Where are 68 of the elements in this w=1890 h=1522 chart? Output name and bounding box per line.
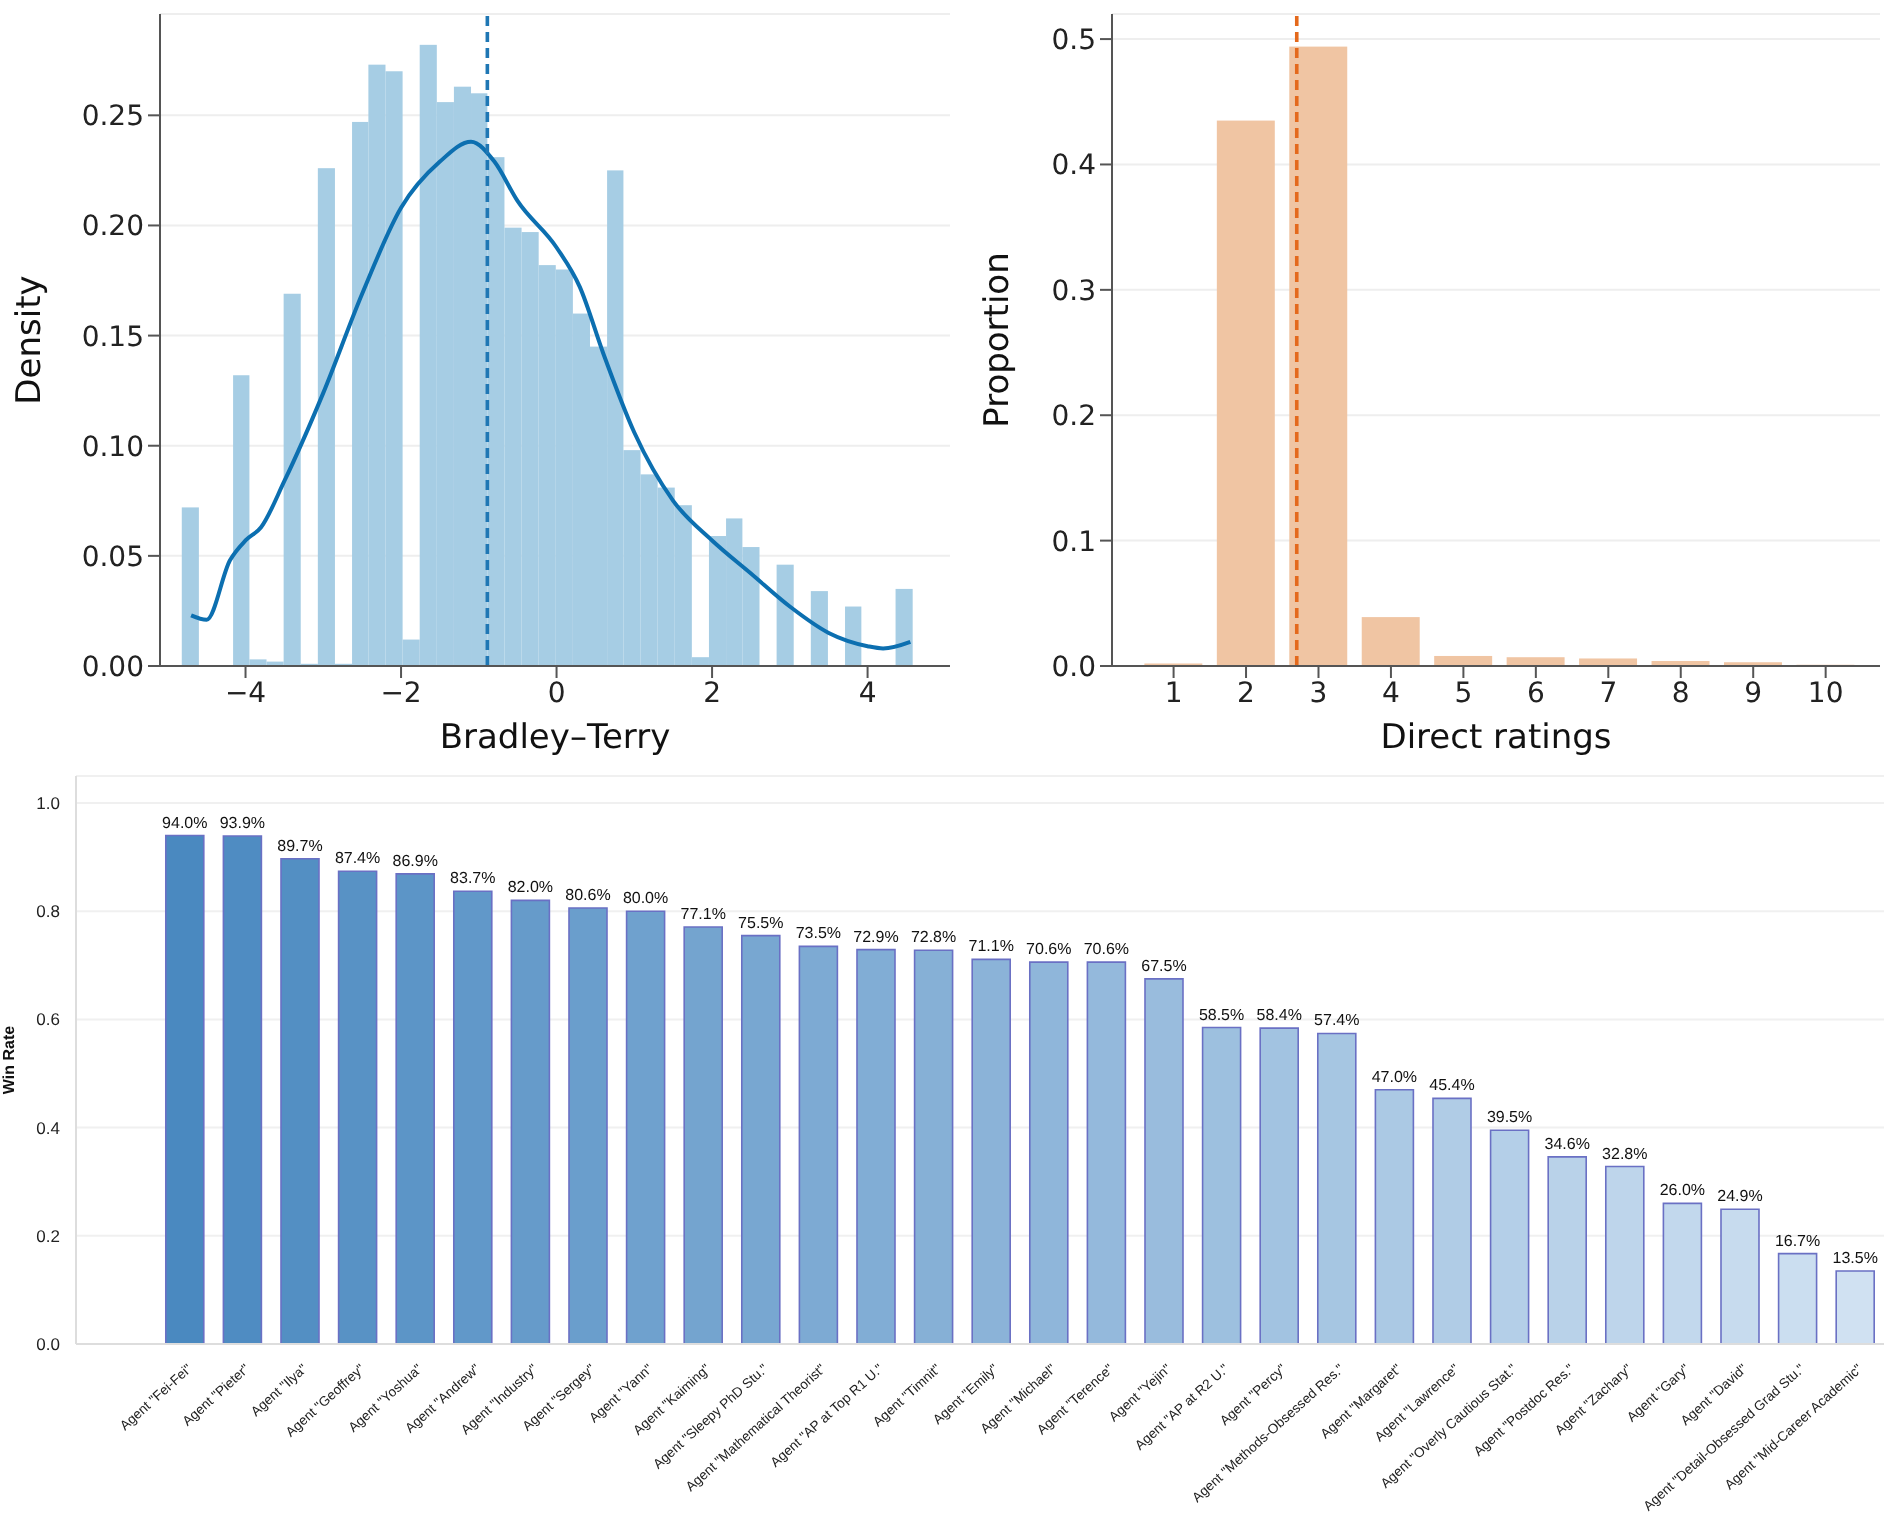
- x-tick-label: 0: [547, 677, 566, 710]
- y-tick-label: 0.5: [1051, 25, 1096, 58]
- data-label: 72.9%: [853, 927, 899, 946]
- y-axis-title: Proportion: [978, 252, 1019, 428]
- y-axis-title: Win Rate: [0, 1024, 18, 1095]
- data-label: 32.8%: [1602, 1144, 1648, 1163]
- data-label: 93.9%: [219, 814, 266, 833]
- data-label: 57.4%: [1314, 1011, 1360, 1030]
- y-tick-label: 0.00: [81, 651, 144, 684]
- data-label: 87.4%: [334, 849, 381, 868]
- y-tick-label: 0.1: [1051, 526, 1096, 559]
- data-label: 70.6%: [1083, 940, 1130, 959]
- x-tick-label: 1: [1164, 677, 1183, 710]
- y-tick-label: 0.0: [1051, 651, 1096, 684]
- y-tick-label: 0.4: [36, 1117, 61, 1138]
- data-label: 47.0%: [1371, 1067, 1418, 1086]
- data-label: 45.4%: [1429, 1076, 1475, 1095]
- x-tick-label: 8: [1671, 677, 1690, 710]
- data-label: 82.0%: [507, 878, 554, 897]
- y-tick-label: 0.4: [1051, 150, 1097, 183]
- x-tick-label: 9: [1744, 677, 1763, 710]
- x-tick-label: 10: [1807, 677, 1844, 710]
- data-label: 24.9%: [1717, 1187, 1763, 1206]
- y-tick-label: 0.05: [81, 541, 144, 574]
- data-label: 75.5%: [738, 913, 784, 932]
- y-tick-label: 0.6: [36, 1009, 61, 1030]
- y-tick-label: 0.2: [36, 1225, 61, 1246]
- y-tick-label: 0.0: [36, 1334, 61, 1355]
- y-tick-label: 0.2: [1051, 401, 1096, 434]
- data-label: 70.6%: [1026, 940, 1072, 959]
- y-tick-label: 1.0: [36, 793, 61, 814]
- y-tick-label: 0.3: [1051, 275, 1096, 308]
- data-label: 83.7%: [450, 869, 496, 888]
- data-label: 80.0%: [622, 889, 669, 908]
- data-label: 58.5%: [1198, 1005, 1245, 1024]
- x-axis-title: Direct ratings: [1380, 718, 1612, 758]
- data-label: 58.4%: [1256, 1006, 1302, 1025]
- y-tick-label: 0.25: [81, 101, 144, 134]
- data-label: 13.5%: [1832, 1248, 1878, 1267]
- x-axis-title: Bradley–Terry: [439, 718, 671, 758]
- x-tick-label: 3: [1309, 677, 1328, 710]
- data-label: 67.5%: [1141, 956, 1187, 975]
- data-label: 77.1%: [680, 904, 726, 923]
- data-label: 80.6%: [565, 885, 611, 904]
- x-tick-label: 7: [1599, 677, 1618, 710]
- x-tick-label: 6: [1526, 677, 1545, 710]
- x-tick-label: 5: [1454, 677, 1473, 710]
- x-tick-label: 2: [703, 677, 721, 710]
- x-tick-label: 4: [858, 677, 877, 710]
- data-label: 16.7%: [1774, 1231, 1821, 1250]
- data-label: 26.0%: [1659, 1181, 1706, 1200]
- data-label: 34.6%: [1544, 1134, 1590, 1153]
- x-tick-label: −2: [380, 677, 422, 710]
- data-label: 86.9%: [392, 851, 438, 870]
- data-label: 94.0%: [162, 813, 208, 832]
- y-tick-label: 0.15: [81, 321, 144, 354]
- data-label: 39.5%: [1486, 1108, 1533, 1127]
- y-tick-label: 0.10: [81, 431, 144, 464]
- y-axis-title: Density: [10, 275, 51, 405]
- data-label: 72.8%: [910, 928, 957, 947]
- data-label: 73.5%: [795, 924, 842, 943]
- x-tick-label: −4: [224, 677, 267, 710]
- data-label: 89.7%: [277, 836, 323, 855]
- data-label: 71.1%: [968, 937, 1014, 956]
- y-tick-label: 0.8: [36, 901, 61, 922]
- y-tick-label: 0.20: [81, 211, 144, 244]
- x-tick-label: 4: [1382, 677, 1401, 710]
- x-tick-label: 2: [1237, 677, 1255, 710]
